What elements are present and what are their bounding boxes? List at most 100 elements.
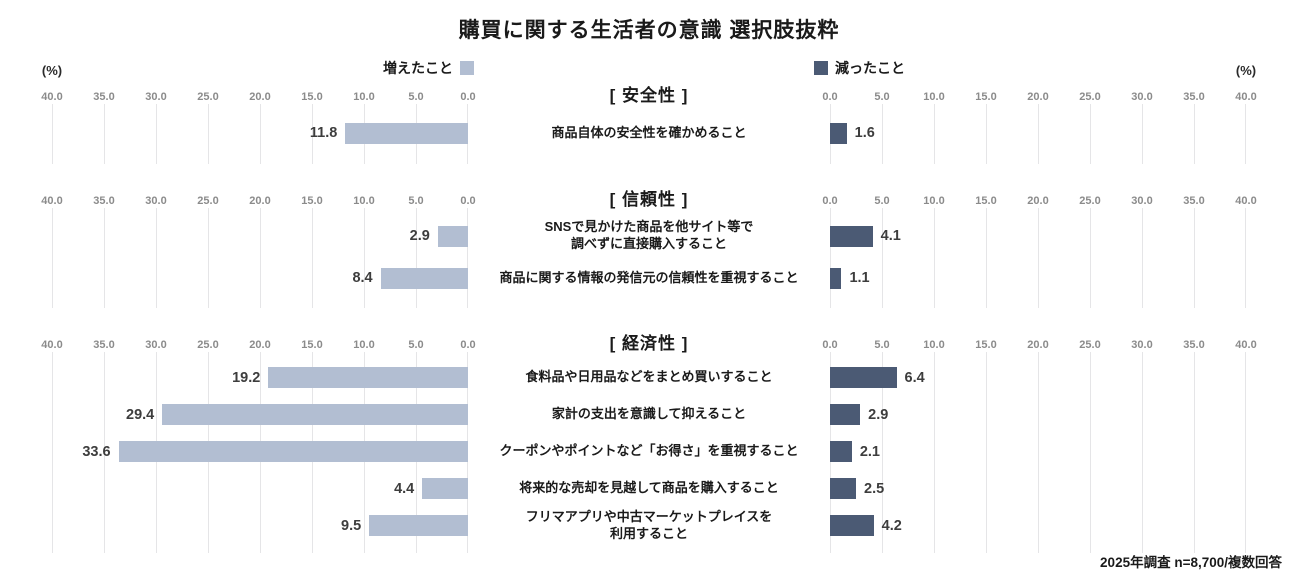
bar-row: 9.5 <box>52 507 468 544</box>
section-reliability-head: 40.0 35.0 30.0 25.0 20.0 15.0 10.0 5.0 0.0 [ 信頼性… <box>41 186 1256 209</box>
legend-right-area: 減ったこと (%) <box>814 54 1256 80</box>
axis-tick-label: 20.0 <box>249 339 271 351</box>
bar-row: 33.6 <box>52 433 468 470</box>
item-label: フリマアプリや中古マーケットプレイスを 利用すること <box>525 508 773 541</box>
section-economy-head: 40.0 35.0 30.0 25.0 20.0 15.0 10.0 5.0 0.0 [ 経済性… <box>41 330 1256 353</box>
axis-tick-label: 5.0 <box>874 195 890 207</box>
axis-ticks-increased: 40.0 35.0 30.0 25.0 20.0 15.0 10.0 5.0 0.0 <box>41 186 475 208</box>
axis-tick-label: 5.0 <box>408 339 424 351</box>
axis-tick-label: 25.0 <box>1079 195 1101 207</box>
bar-row: 19.2 <box>52 359 468 396</box>
axis-tick-label: 0.0 <box>822 91 838 103</box>
increased-chart-area: 2.9 8.4 <box>52 208 468 308</box>
page-title: 購買に関する生活者の意識 選択肢抜粋 <box>458 19 840 42</box>
axis-tick-label: 40.0 <box>41 195 63 207</box>
axis-tick-label: 10.0 <box>353 91 375 103</box>
decreased-bar <box>830 367 897 388</box>
section-safety-body: 11.8 商品自体の安全性を確かめること 1.6 <box>52 104 1246 164</box>
bar-row: 4.4 <box>52 470 468 507</box>
section-reliability-body: 2.9 8.4 SNSで見かけた商品を他サイト等で 調べずに直接購入すること 商… <box>52 208 1246 308</box>
axis-tick-label: 30.0 <box>145 91 167 103</box>
bar-row: 2.9 <box>830 396 1246 433</box>
decreased-value: 4.2 <box>881 517 902 534</box>
axis-tick-label: 25.0 <box>1079 339 1101 351</box>
decreased-value: 2.9 <box>868 406 889 423</box>
axis-tick-label: 15.0 <box>975 195 997 207</box>
axis-tick-label: 10.0 <box>923 339 945 351</box>
bar-row: 2.9 <box>52 215 468 257</box>
increased-bar <box>162 404 468 425</box>
axis-tick-label: 40.0 <box>41 339 63 351</box>
bar-row: 6.4 <box>830 359 1246 396</box>
increased-value: 2.9 <box>409 228 430 244</box>
decreased-value: 1.1 <box>849 270 870 286</box>
increased-value: 11.8 <box>309 125 338 141</box>
decreased-bar <box>830 225 873 247</box>
legend-increased-swatch-icon <box>460 61 474 75</box>
section-economy: 40.0 35.0 30.0 25.0 20.0 15.0 10.0 5.0 0.0 [ 経済性… <box>41 330 1257 553</box>
axis-tick-label: 40.0 <box>1235 195 1257 207</box>
increased-value: 19.2 <box>232 369 261 386</box>
axis-tick-label: 5.0 <box>408 91 424 103</box>
section-safety-head: 40.0 35.0 30.0 25.0 20.0 15.0 10.0 5.0 0.0 [ 安全性… <box>41 82 1256 105</box>
section-title-safety: [ 安全性 ] <box>609 85 689 105</box>
axis-tick-label: 20.0 <box>1027 195 1049 207</box>
survey-footnote: 2025年調査 n=8,700/複数回答 <box>1100 555 1282 570</box>
increased-chart-area: 11.8 <box>52 104 468 164</box>
axis-tick-label: 10.0 <box>353 339 375 351</box>
axis-tick-label: 30.0 <box>145 339 167 351</box>
item-label: 商品自体の安全性を確かめること <box>551 124 747 140</box>
increased-bar <box>380 267 468 289</box>
axis-tick-label: 10.0 <box>353 195 375 207</box>
axis-tick-label: 35.0 <box>93 339 115 351</box>
axis-ticks-increased: 40.0 35.0 30.0 25.0 20.0 15.0 10.0 5.0 0.0 <box>41 82 475 104</box>
axis-tick-label: 25.0 <box>197 339 219 351</box>
item-label: 商品に関する情報の発信元の信頼性を重視すること <box>499 269 799 285</box>
axis-tick-label: 30.0 <box>1131 195 1153 207</box>
axis-tick-label: 5.0 <box>874 91 890 103</box>
axis-tick-label: 5.0 <box>874 339 890 351</box>
section-safety: 40.0 35.0 30.0 25.0 20.0 15.0 10.0 5.0 0.0 [ 安全性… <box>41 82 1257 164</box>
item-labels: 食料品や日用品などをまとめ買いすること 家計の支出を意識して抑えること クーポン… <box>468 352 830 553</box>
axis-tick-label: 20.0 <box>249 195 271 207</box>
axis-tick-label: 5.0 <box>408 195 424 207</box>
legend-center-spacer <box>468 54 830 80</box>
axis-tick-label: 35.0 <box>1183 195 1205 207</box>
bar-row: 1.1 <box>830 257 1246 299</box>
increased-bar <box>345 122 468 144</box>
item-labels: 商品自体の安全性を確かめること <box>468 104 830 164</box>
bar-row: 4.1 <box>830 215 1246 257</box>
item-label: SNSで見かけた商品を他サイト等で 調べずに直接購入すること <box>544 219 754 251</box>
bar-row: 29.4 <box>52 396 468 433</box>
axis-ticks-decreased: 0.0 5.0 10.0 15.0 20.0 25.0 30.0 35.0 40.0 <box>822 186 1256 208</box>
axis-tick-label: 10.0 <box>923 195 945 207</box>
section-title-economy: [ 経済性 ] <box>609 333 689 353</box>
legend-increased: 増えたこと <box>383 58 474 78</box>
axis-tick-label: 30.0 <box>1131 339 1153 351</box>
unit-label-left: (%) <box>41 63 63 78</box>
item-label: クーポンやポイントなど「お得さ」を重視すること <box>499 443 799 459</box>
increased-bar <box>268 367 468 388</box>
legend-row: (%) 増えたこと 減ったこと (%) <box>42 54 1256 80</box>
item-labels: SNSで見かけた商品を他サイト等で 調べずに直接購入すること 商品に関する情報の… <box>468 208 830 308</box>
item-label: 食料品や日用品などをまとめ買いすること <box>525 369 773 385</box>
axis-tick-label: 0.0 <box>460 195 476 207</box>
increased-value: 9.5 <box>341 517 362 534</box>
bar-row: 2.1 <box>830 433 1246 470</box>
axis-tick-label: 20.0 <box>1027 91 1049 103</box>
axis-tick-label: 0.0 <box>822 195 838 207</box>
bar-row: 2.5 <box>830 470 1246 507</box>
axis-tick-label: 20.0 <box>249 91 271 103</box>
axis-tick-label: 20.0 <box>1027 339 1049 351</box>
axis-ticks-increased: 40.0 35.0 30.0 25.0 20.0 15.0 10.0 5.0 0.0 <box>41 330 475 352</box>
axis-tick-label: 0.0 <box>460 91 476 103</box>
axis-tick-label: 10.0 <box>923 91 945 103</box>
axis-tick-label: 15.0 <box>975 91 997 103</box>
axis-tick-label: 35.0 <box>1183 339 1205 351</box>
decreased-bar <box>830 515 874 536</box>
decreased-bar <box>830 441 852 462</box>
bar-row: 11.8 <box>52 111 468 155</box>
legend-decreased: 減ったこと <box>814 58 905 78</box>
increased-chart-area: 19.2 29.4 33.6 4.4 9.5 <box>52 352 468 553</box>
